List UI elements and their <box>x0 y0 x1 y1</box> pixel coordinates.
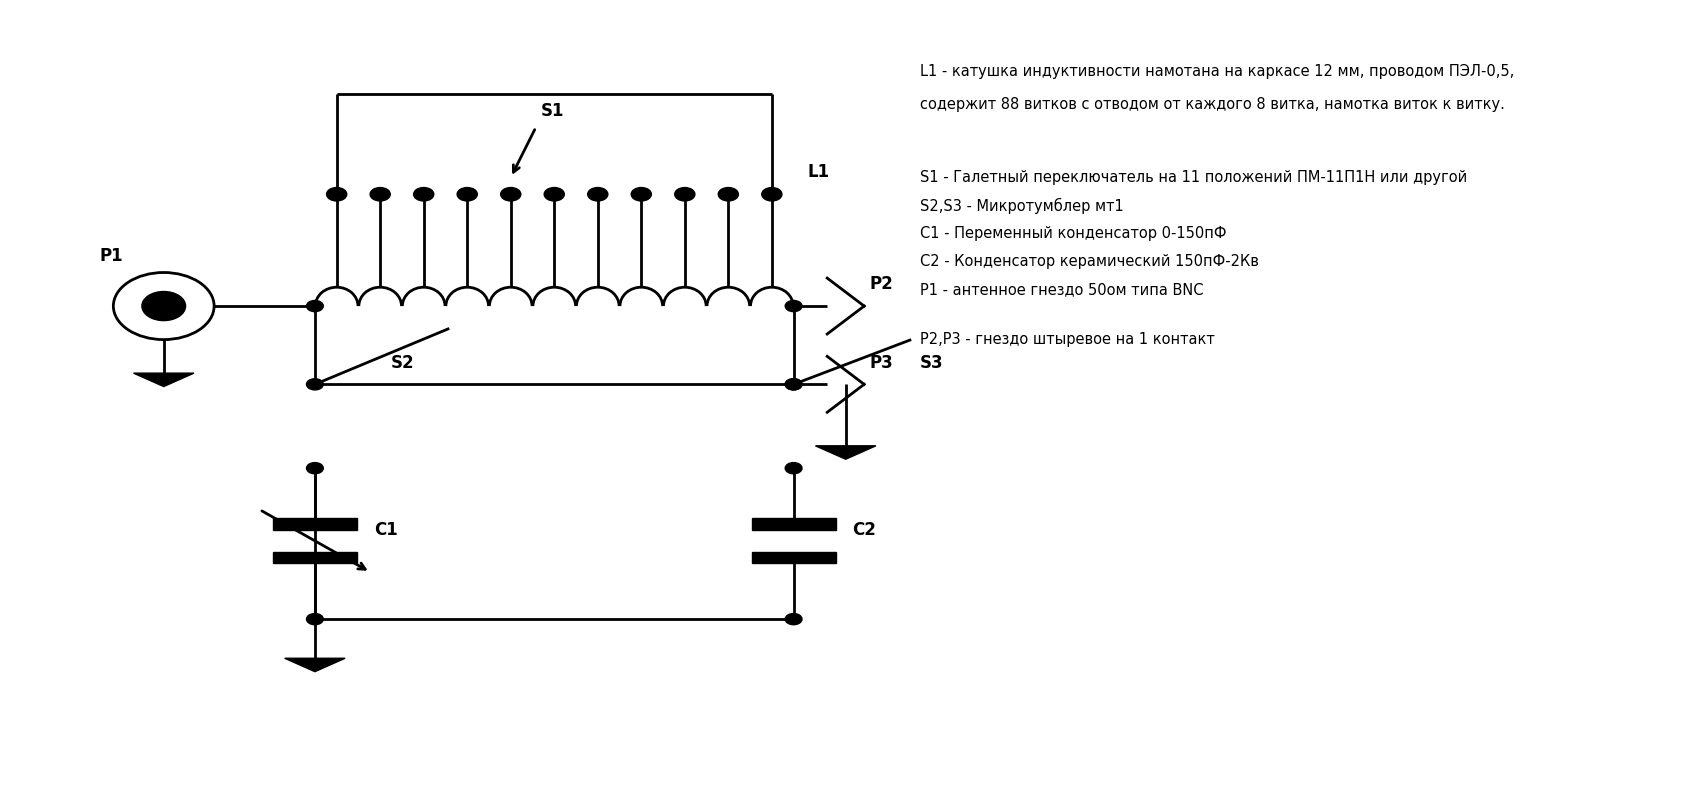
Circle shape <box>631 187 652 201</box>
Text: L1 - катушка индуктивности намотана на каркасе 12 мм, проводом ПЭЛ-0,5,: L1 - катушка индуктивности намотана на к… <box>920 64 1514 79</box>
Circle shape <box>414 187 434 201</box>
Circle shape <box>785 301 802 312</box>
Text: C2: C2 <box>852 521 876 539</box>
Text: S3: S3 <box>920 354 944 372</box>
Circle shape <box>307 614 324 625</box>
Circle shape <box>785 614 802 625</box>
Polygon shape <box>285 658 344 672</box>
Text: L1: L1 <box>807 164 829 181</box>
Circle shape <box>785 463 802 474</box>
Circle shape <box>307 301 324 312</box>
Text: C1: C1 <box>373 521 397 539</box>
Bar <box>751 518 836 530</box>
Text: S2,S3 - Микротумблер мт1: S2,S3 - Микротумблер мт1 <box>920 197 1123 214</box>
Circle shape <box>785 379 802 390</box>
Text: С2 - Конденсатор керамический 150пФ-2Кв: С2 - Конденсатор керамический 150пФ-2Кв <box>920 254 1259 269</box>
Bar <box>273 552 356 563</box>
Text: С1 - Переменный конденсатор 0-150пФ: С1 - Переменный конденсатор 0-150пФ <box>920 226 1225 241</box>
Circle shape <box>326 187 346 201</box>
Circle shape <box>587 187 608 201</box>
Text: P3: P3 <box>869 354 893 372</box>
Circle shape <box>785 379 802 390</box>
Text: P2: P2 <box>869 275 893 293</box>
Circle shape <box>307 463 324 474</box>
Circle shape <box>370 187 390 201</box>
Text: S1: S1 <box>540 102 564 120</box>
Circle shape <box>457 187 478 201</box>
Circle shape <box>544 187 564 201</box>
Text: S1 - Галетный переключатель на 11 положений ПМ-11П1Н или другой: S1 - Галетный переключатель на 11 положе… <box>920 170 1467 185</box>
Text: Р1 - антенное гнездо 50ом типа BNC: Р1 - антенное гнездо 50ом типа BNC <box>920 282 1204 297</box>
Text: содержит 88 витков с отводом от каждого 8 витка, намотка виток к витку.: содержит 88 витков с отводом от каждого … <box>920 97 1504 112</box>
Polygon shape <box>133 373 194 387</box>
Circle shape <box>501 187 522 201</box>
Text: P1: P1 <box>100 248 123 265</box>
Polygon shape <box>815 446 876 460</box>
Circle shape <box>307 379 324 390</box>
Circle shape <box>675 187 695 201</box>
Text: S2: S2 <box>390 354 414 372</box>
Circle shape <box>719 187 738 201</box>
Bar <box>751 552 836 563</box>
Text: Р2,Р3 - гнездо штыревое на 1 контакт: Р2,Р3 - гнездо штыревое на 1 контакт <box>920 332 1214 347</box>
Circle shape <box>142 292 186 320</box>
Circle shape <box>761 187 782 201</box>
Bar <box>273 518 356 530</box>
